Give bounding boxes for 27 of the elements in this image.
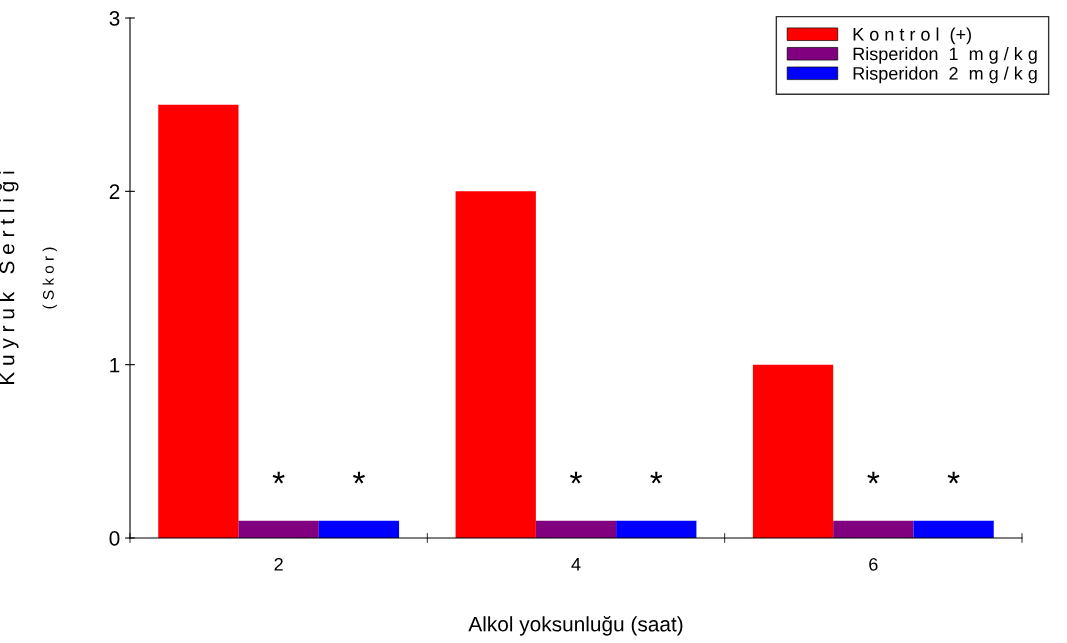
text: ( S k o r ) [42, 247, 57, 309]
bar [616, 520, 697, 538]
x-tick-label: 2 [274, 557, 283, 571]
annotation: * [867, 471, 880, 484]
bar [238, 520, 319, 538]
annotation: * [272, 471, 285, 484]
legend-label: Risperidon 2 m g / k g [853, 66, 1037, 84]
annotation: * [650, 471, 663, 484]
bar [318, 520, 400, 538]
bar [535, 520, 617, 538]
annotation: * [947, 471, 960, 484]
annotation: * [570, 471, 582, 484]
x-tick-label: 6 [869, 557, 878, 571]
x-axis-title: Alkol yoksunluğu (saat) [468, 615, 683, 636]
y-tick-label: 1 [110, 357, 120, 373]
legend-label: Risperidon 1 m g / k g [853, 47, 1037, 64]
y-tick-label: 0 [109, 531, 120, 546]
bar [913, 520, 994, 538]
bar [455, 191, 536, 538]
bar [752, 364, 834, 538]
y-tick-label: 3 [109, 11, 120, 26]
bar [833, 520, 914, 538]
legend-label: K o n t r o l (+) [853, 27, 971, 45]
x-tick-label: 4 [571, 558, 581, 571]
y-tick-label: 2 [109, 184, 120, 199]
bar [158, 104, 239, 538]
annotation: * [353, 471, 365, 484]
